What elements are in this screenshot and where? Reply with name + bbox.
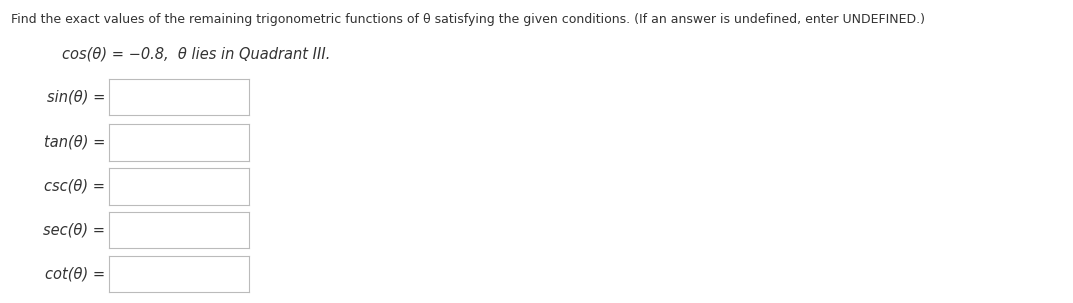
Text: Find the exact values of the remaining trigonometric functions of θ satisfying t: Find the exact values of the remaining t… bbox=[11, 13, 925, 26]
Text: tan(θ) =: tan(θ) = bbox=[44, 135, 105, 150]
Text: sin(θ) =: sin(θ) = bbox=[47, 89, 105, 105]
Text: cot(θ) =: cot(θ) = bbox=[45, 267, 105, 282]
Text: cos(θ) = −0.8,  θ lies in Quadrant III.: cos(θ) = −0.8, θ lies in Quadrant III. bbox=[62, 47, 330, 62]
Text: sec(θ) =: sec(θ) = bbox=[43, 223, 105, 238]
Text: csc(θ) =: csc(θ) = bbox=[44, 179, 105, 194]
